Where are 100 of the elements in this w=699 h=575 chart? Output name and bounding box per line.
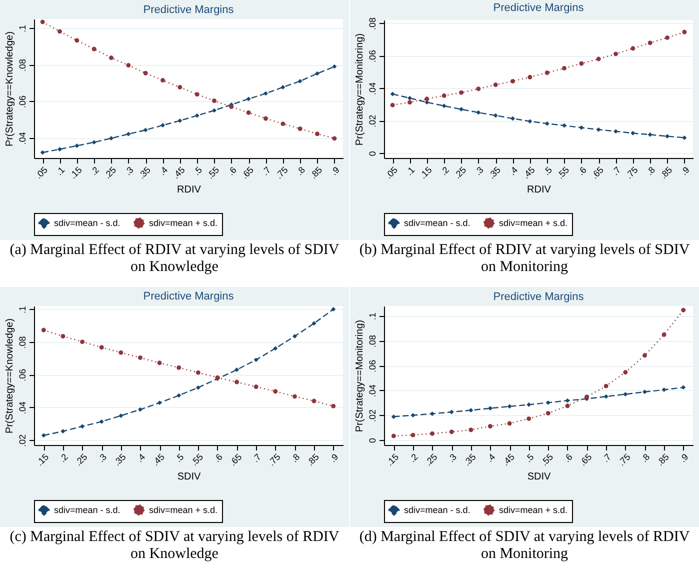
point — [468, 408, 474, 412]
y-tick-label: .04 — [368, 82, 378, 95]
point — [442, 93, 446, 98]
x-tick-label: .25 — [452, 164, 468, 181]
x-tick-label: .55 — [539, 452, 556, 468]
x-tick-label: .6 — [226, 164, 238, 178]
x-axis-title: RDIV — [527, 184, 552, 196]
point — [526, 416, 532, 421]
chart-title: Predictive Margins — [493, 2, 584, 14]
point — [332, 64, 337, 69]
point — [80, 340, 85, 344]
point — [280, 122, 286, 126]
point — [488, 424, 492, 428]
point — [280, 84, 286, 90]
point — [665, 134, 670, 138]
point — [544, 70, 550, 75]
point — [264, 91, 268, 96]
text: (b) Marginal Effect of RDIV at varying levels of SDIV on Monitoring — [358, 241, 691, 276]
point — [41, 433, 46, 438]
point — [254, 358, 258, 362]
point — [468, 428, 474, 432]
x-tick-label: .05 — [34, 164, 50, 181]
point — [562, 66, 566, 70]
x-tick-label: .9 — [678, 164, 692, 178]
x-tick-label: .35 — [136, 164, 152, 181]
y-tick-label: .08 — [18, 336, 28, 349]
point — [408, 96, 412, 100]
y-tick-label: .06 — [368, 50, 378, 62]
x-tick-label: .55 — [189, 452, 206, 468]
point — [157, 400, 162, 406]
point — [544, 121, 550, 126]
x-tick-label: .25 — [423, 452, 440, 468]
point — [390, 92, 395, 96]
point — [596, 127, 601, 132]
point — [662, 388, 666, 392]
point — [80, 424, 85, 429]
x-tick-label: .75 — [266, 452, 282, 468]
point — [408, 100, 412, 105]
point — [510, 78, 515, 84]
point — [390, 102, 395, 108]
point — [682, 30, 687, 34]
text: (c) Marginal Effect of SDIV at varying levels of RDIV on Knowledge — [8, 528, 340, 563]
x-tick-label: .75 — [624, 164, 640, 181]
x-tick-label: .65 — [240, 164, 256, 181]
point — [579, 61, 584, 66]
x-tick-label: .2 — [438, 164, 451, 178]
point — [315, 132, 320, 136]
point — [157, 360, 162, 366]
point — [528, 74, 532, 80]
x-tick-label: .1 — [54, 164, 67, 178]
point — [430, 411, 435, 416]
x-tick-label: .25 — [102, 164, 118, 181]
legend-label: sdiv=mean + s.d. — [149, 505, 218, 515]
x-tick-label: .5 — [173, 452, 186, 464]
x-tick-label: .8 — [639, 452, 652, 464]
x-axis-title: RDIV — [177, 184, 202, 196]
x-tick-label: .2 — [88, 164, 101, 178]
x-tick-label: .15 — [384, 452, 401, 468]
point — [682, 135, 687, 140]
point — [546, 400, 550, 405]
point — [40, 150, 45, 155]
point — [196, 385, 200, 390]
point — [298, 78, 302, 84]
x-tick-label: .7 — [610, 164, 623, 178]
y-tick-label: 0 — [368, 151, 378, 156]
point — [623, 392, 628, 396]
point — [596, 56, 601, 62]
point — [507, 404, 512, 409]
point — [424, 96, 430, 102]
point — [459, 90, 464, 95]
chart-title: Predictive Margins — [143, 290, 234, 303]
point — [212, 98, 216, 103]
point — [410, 432, 416, 438]
point — [234, 368, 240, 372]
point — [264, 116, 268, 121]
legend-label: sdiv=mean + s.d. — [149, 218, 218, 228]
point — [459, 107, 464, 112]
point — [194, 113, 200, 118]
point — [449, 410, 454, 414]
legend-label: sdiv=mean - s.d. — [404, 218, 470, 228]
x-tick-label: .65 — [590, 164, 606, 181]
point — [58, 29, 62, 34]
legend-label: sdiv=mean - s.d. — [54, 505, 120, 515]
chart-title: Predictive Margins — [493, 291, 584, 303]
point — [449, 430, 454, 434]
point — [273, 346, 278, 351]
point — [138, 355, 142, 360]
point — [126, 63, 131, 68]
point — [493, 113, 498, 118]
x-tick-label: .9 — [328, 164, 342, 178]
x-tick-label: .45 — [500, 452, 516, 468]
point — [642, 390, 647, 394]
point — [331, 307, 336, 312]
point — [196, 370, 200, 375]
x-tick-label: .35 — [462, 452, 478, 468]
point — [40, 20, 45, 24]
x-tick-label: .2 — [407, 452, 420, 464]
legend-label: sdiv=mean + s.d. — [499, 505, 568, 515]
x-tick-label: .65 — [578, 452, 594, 468]
point — [410, 412, 416, 418]
